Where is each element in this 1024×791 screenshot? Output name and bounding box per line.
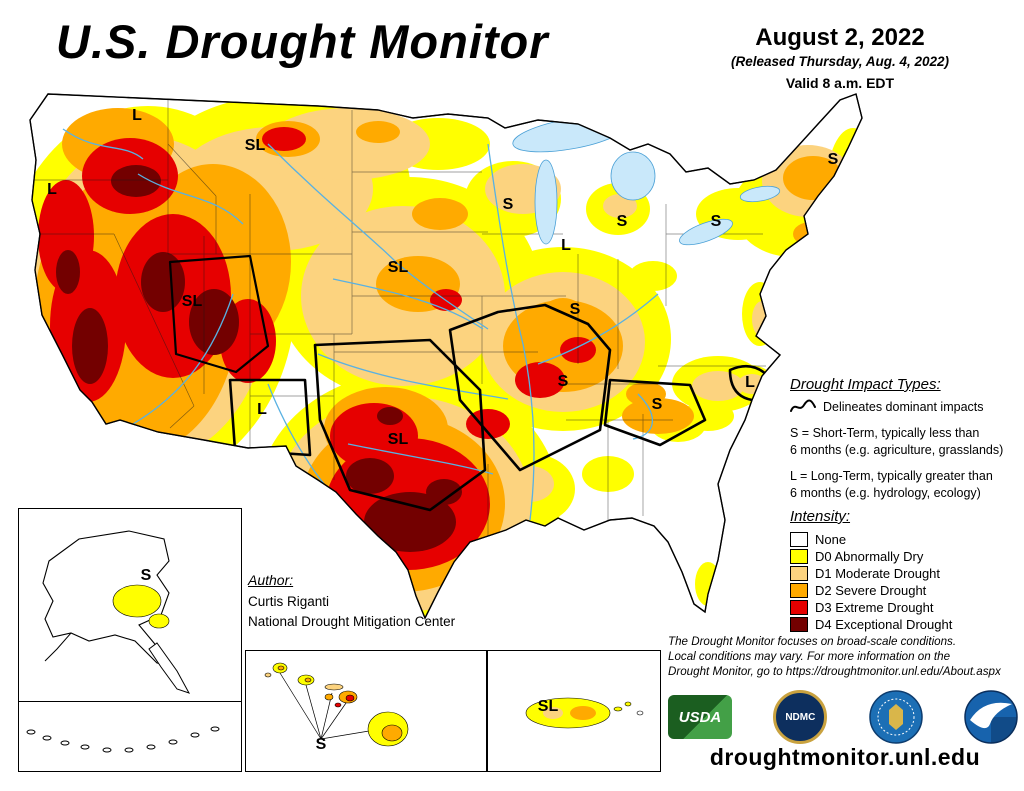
noaa-seal-icon bbox=[964, 690, 1018, 744]
website-link[interactable]: droughtmonitor.unl.edu bbox=[709, 744, 981, 770]
legend-row-d4: D4 Exceptional Drought bbox=[790, 616, 1020, 633]
valid-time: Valid 8 a.m. EDT bbox=[785, 75, 895, 91]
impact-label: S bbox=[827, 151, 839, 168]
impact-label: L bbox=[47, 181, 57, 198]
impact-label: L bbox=[257, 401, 267, 418]
impact-label: SL bbox=[387, 431, 409, 448]
legend-label: D1 Moderate Drought bbox=[815, 566, 941, 581]
legend-swatch bbox=[790, 532, 808, 547]
legend-swatch bbox=[790, 566, 808, 581]
alaska-inset: S bbox=[18, 508, 242, 704]
legend-row-d3: D3 Extreme Drought bbox=[790, 599, 1020, 616]
alaska-map-svg bbox=[42, 530, 191, 694]
long-term-definition: L = Long-Term, typically greater than 6 … bbox=[790, 468, 1020, 501]
legend-label: D4 Exceptional Drought bbox=[815, 617, 953, 632]
legend-row-d1: D1 Moderate Drought bbox=[790, 565, 1020, 582]
conus-map-svg bbox=[29, 93, 863, 619]
commerce-seal-icon bbox=[868, 690, 923, 744]
legend-swatch bbox=[790, 549, 808, 564]
legend-row-d2: D2 Severe Drought bbox=[790, 582, 1020, 599]
usda-logo-text: USDA bbox=[678, 708, 722, 726]
page-title: U.S. Drought Monitor bbox=[56, 15, 549, 68]
impact-label: SL bbox=[387, 259, 409, 276]
date-block: August 2, 2022 (Released Thursday, Aug. … bbox=[700, 24, 980, 91]
author-heading: Author: bbox=[248, 572, 294, 588]
hawaii-impact-label: S bbox=[315, 736, 327, 753]
legend-swatch bbox=[790, 617, 808, 632]
legend-swatch bbox=[790, 583, 808, 598]
impact-label: L bbox=[745, 374, 755, 391]
puerto-rico-impact-label: SL bbox=[537, 698, 559, 715]
legend-row-d0: D0 Abnormally Dry bbox=[790, 548, 1020, 565]
noaa-logo bbox=[964, 690, 1018, 744]
legend-label: D3 Extreme Drought bbox=[815, 600, 934, 615]
delineates-label: Delineates dominant impacts bbox=[823, 400, 984, 414]
impact-label: L bbox=[561, 237, 571, 254]
legend-label: None bbox=[815, 532, 847, 547]
impact-label: S bbox=[651, 396, 663, 413]
impact-types-heading: Drought Impact Types: bbox=[790, 376, 941, 393]
impact-types-panel: Drought Impact Types: Delineates dominan… bbox=[790, 376, 1020, 511]
legend-swatch bbox=[790, 600, 808, 615]
ndmc-logo: NDMC bbox=[773, 690, 828, 744]
hawaii-map-svg bbox=[264, 662, 409, 747]
impact-label: S bbox=[502, 196, 514, 213]
long-term-line1: L = Long-Term, typically greater than bbox=[790, 469, 993, 483]
impact-label: S bbox=[557, 373, 569, 390]
impact-label: L bbox=[132, 107, 142, 124]
impact-delineation-icon bbox=[790, 399, 816, 412]
short-term-definition: S = Short-Term, typically less than 6 mo… bbox=[790, 425, 1020, 458]
aleutians-map-svg bbox=[26, 726, 220, 753]
conus-map: L SL L SL SL S L S S S S L SL S S L bbox=[18, 84, 868, 650]
agency-logos: USDA NDMC bbox=[668, 690, 1018, 744]
intensity-heading: Intensity: bbox=[790, 508, 851, 525]
ndmc-logo-text: NDMC bbox=[785, 711, 816, 723]
legend-label: D2 Severe Drought bbox=[815, 583, 927, 598]
legend-label: D0 Abnormally Dry bbox=[815, 549, 924, 564]
hawaii-inset: S bbox=[245, 650, 487, 772]
usda-logo: USDA bbox=[668, 695, 732, 739]
impact-label: SL bbox=[244, 137, 266, 154]
short-term-line2: 6 months (e.g. agriculture, grasslands) bbox=[790, 442, 1004, 457]
alaska-impact-label: S bbox=[140, 567, 152, 584]
short-term-line1: S = Short-Term, typically less than bbox=[790, 426, 980, 440]
commerce-logo bbox=[868, 690, 923, 744]
aleutians-inset bbox=[18, 701, 242, 772]
disclaimer-text: The Drought Monitor focuses on broad-sca… bbox=[668, 635, 1001, 679]
impact-label: S bbox=[710, 213, 722, 230]
impact-label: SL bbox=[181, 293, 203, 310]
author-block: Author: Curtis Riganti National Drought … bbox=[248, 570, 455, 631]
intensity-legend: Intensity: None D0 Abnormally Dry D1 Mod… bbox=[790, 508, 1020, 633]
author-organization: National Drought Mitigation Center bbox=[248, 613, 456, 629]
long-term-line2: 6 months (e.g. hydrology, ecology) bbox=[790, 485, 981, 500]
map-date: August 2, 2022 bbox=[755, 24, 925, 51]
puerto-rico-map-svg bbox=[525, 697, 644, 729]
release-date: (Released Thursday, Aug. 4, 2022) bbox=[730, 54, 950, 69]
legend-row-none: None bbox=[790, 531, 1020, 548]
puerto-rico-inset: SL bbox=[487, 650, 661, 772]
impact-label: S bbox=[569, 301, 581, 318]
author-name: Curtis Riganti bbox=[248, 594, 330, 610]
impact-label: S bbox=[616, 213, 628, 230]
